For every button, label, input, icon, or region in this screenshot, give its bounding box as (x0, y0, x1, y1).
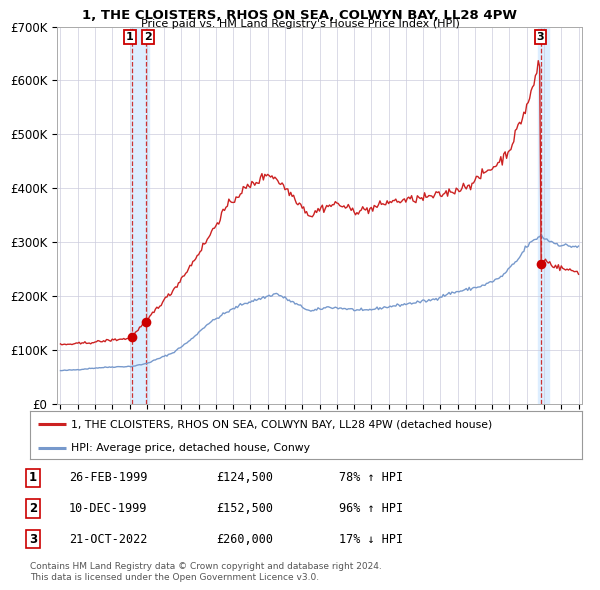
Text: 10-DEC-1999: 10-DEC-1999 (69, 502, 148, 515)
Text: 17% ↓ HPI: 17% ↓ HPI (339, 533, 403, 546)
Bar (131, 27, 149, 404)
Bar (538, 27, 549, 404)
Text: 2: 2 (29, 502, 37, 515)
Text: 1, THE CLOISTERS, RHOS ON SEA, COLWYN BAY, LL28 4PW: 1, THE CLOISTERS, RHOS ON SEA, COLWYN BA… (83, 9, 517, 22)
Text: 1, THE CLOISTERS, RHOS ON SEA, COLWYN BAY, LL28 4PW (detached house): 1, THE CLOISTERS, RHOS ON SEA, COLWYN BA… (71, 419, 493, 429)
Text: 21-OCT-2022: 21-OCT-2022 (69, 533, 148, 546)
Text: £124,500: £124,500 (216, 471, 273, 484)
Text: HPI: Average price, detached house, Conwy: HPI: Average price, detached house, Conw… (71, 443, 310, 453)
Text: 3: 3 (537, 32, 544, 42)
Text: £152,500: £152,500 (216, 502, 273, 515)
Text: 96% ↑ HPI: 96% ↑ HPI (339, 502, 403, 515)
Text: 3: 3 (29, 533, 37, 546)
Text: This data is licensed under the Open Government Licence v3.0.: This data is licensed under the Open Gov… (30, 572, 319, 582)
Text: 78% ↑ HPI: 78% ↑ HPI (339, 471, 403, 484)
Text: Contains HM Land Registry data © Crown copyright and database right 2024.: Contains HM Land Registry data © Crown c… (30, 562, 382, 571)
Text: Price paid vs. HM Land Registry's House Price Index (HPI): Price paid vs. HM Land Registry's House … (140, 19, 460, 30)
Text: £260,000: £260,000 (216, 533, 273, 546)
Text: 2: 2 (144, 32, 152, 42)
Text: 1: 1 (126, 32, 134, 42)
Text: 1: 1 (29, 471, 37, 484)
Text: 26-FEB-1999: 26-FEB-1999 (69, 471, 148, 484)
